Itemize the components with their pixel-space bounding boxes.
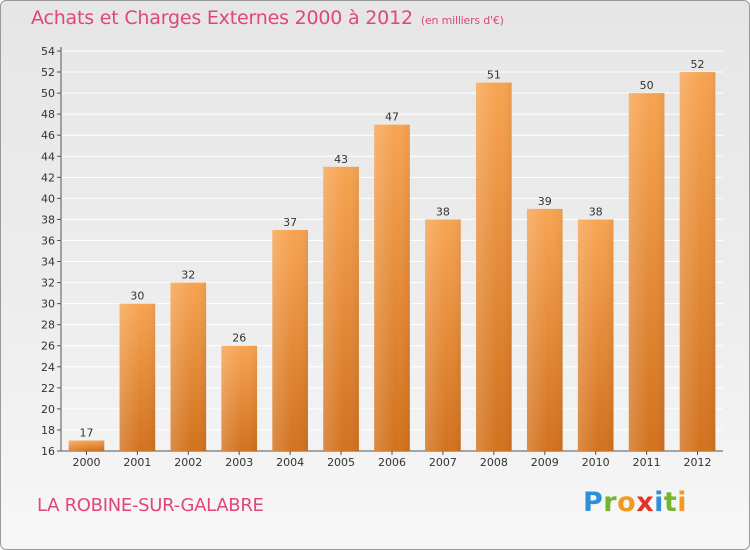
x-tick-label: 2008 bbox=[480, 456, 508, 469]
y-tick-label: 34 bbox=[41, 256, 55, 269]
y-tick-label: 40 bbox=[41, 192, 55, 205]
x-tick-label: 2010 bbox=[582, 456, 610, 469]
chart-subtitle: (en milliers d'€) bbox=[420, 14, 504, 27]
bar-shade bbox=[323, 166, 359, 451]
y-tick-label: 16 bbox=[41, 445, 55, 458]
y-axis: 16 18 20 22 24 26 28 30 32 34 36 38 40 42 44 46 48 50 52 54 bbox=[41, 45, 62, 458]
bar-shade bbox=[526, 208, 563, 451]
data-label: 38 bbox=[436, 205, 450, 218]
logo-letter: o bbox=[617, 487, 637, 518]
x-tick-label: 2007 bbox=[429, 456, 457, 469]
proxiti-logo[interactable]: Proxiti bbox=[583, 487, 687, 518]
bar-shade bbox=[679, 72, 716, 451]
x-tick-label: 2000 bbox=[72, 456, 100, 469]
bar-shade bbox=[68, 440, 105, 451]
x-tick-label: 2012 bbox=[684, 456, 712, 469]
bar-shade bbox=[425, 219, 461, 451]
bars: 17 30 32 26 37 43 47 38 51 39 38 50 52 bbox=[68, 58, 716, 452]
data-label: 17 bbox=[79, 426, 93, 439]
y-tick-label: 30 bbox=[41, 298, 55, 311]
y-tick-label: 38 bbox=[41, 213, 55, 226]
data-label: 51 bbox=[487, 69, 501, 82]
y-tick-label: 24 bbox=[41, 361, 55, 374]
bar-shade bbox=[119, 303, 156, 451]
commune-name: LA ROBINE-SUR-GALABRE bbox=[37, 495, 264, 516]
y-tick-label: 28 bbox=[41, 319, 55, 332]
bar-shade bbox=[221, 345, 258, 451]
x-tick-label: 2003 bbox=[225, 456, 253, 469]
x-axis: 2000 2001 2002 2003 2004 2005 2006 2007 2008 2009… bbox=[61, 450, 723, 469]
logo-letter: r bbox=[603, 487, 618, 518]
data-label: 38 bbox=[589, 205, 603, 218]
logo-letter: x bbox=[636, 487, 655, 518]
x-tick-label: 2011 bbox=[633, 456, 661, 469]
bar-shade bbox=[577, 219, 614, 451]
x-tick-label: 2002 bbox=[174, 456, 202, 469]
data-label: 47 bbox=[385, 111, 399, 124]
bar-shade bbox=[476, 82, 512, 451]
data-label: 32 bbox=[181, 269, 195, 282]
y-tick-label: 26 bbox=[41, 340, 55, 353]
x-tick-label: 2005 bbox=[327, 456, 355, 469]
data-label: 26 bbox=[232, 332, 246, 345]
y-tick-label: 20 bbox=[41, 403, 55, 416]
y-tick-label: 46 bbox=[41, 129, 55, 142]
data-label: 39 bbox=[538, 195, 552, 208]
data-label: 52 bbox=[691, 58, 705, 71]
x-tick-label: 2006 bbox=[378, 456, 406, 469]
y-tick-label: 42 bbox=[41, 171, 55, 184]
data-label: 30 bbox=[130, 290, 144, 303]
data-label: 50 bbox=[640, 79, 654, 92]
y-tick-label: 22 bbox=[41, 382, 55, 395]
y-tick-label: 44 bbox=[41, 150, 55, 163]
logo-letter: i bbox=[654, 487, 664, 518]
y-tick-label: 50 bbox=[41, 87, 55, 100]
x-tick-label: 2001 bbox=[123, 456, 151, 469]
bar-shade bbox=[272, 229, 308, 451]
logo-letter: t bbox=[663, 487, 678, 518]
y-tick-label: 52 bbox=[41, 66, 55, 79]
data-label: 43 bbox=[334, 153, 348, 166]
data-label: 37 bbox=[283, 216, 297, 229]
bar-shade bbox=[628, 93, 665, 452]
y-tick-label: 54 bbox=[41, 45, 55, 58]
bar-shade bbox=[374, 124, 410, 452]
chart-title: Achats et Charges Externes 2000 à 2012 (e… bbox=[31, 7, 504, 29]
bar-shade bbox=[170, 282, 207, 451]
x-tick-label: 2009 bbox=[531, 456, 559, 469]
y-tick-label: 36 bbox=[41, 234, 55, 247]
logo-letter: P bbox=[583, 487, 604, 518]
chart-title-text: Achats et Charges Externes 2000 à 2012 bbox=[31, 7, 413, 29]
y-tick-label: 18 bbox=[41, 424, 55, 437]
logo-letter: i bbox=[677, 487, 688, 518]
x-tick-label: 2004 bbox=[276, 456, 304, 469]
y-tick-label: 32 bbox=[41, 277, 55, 290]
y-tick-label: 48 bbox=[41, 108, 55, 121]
